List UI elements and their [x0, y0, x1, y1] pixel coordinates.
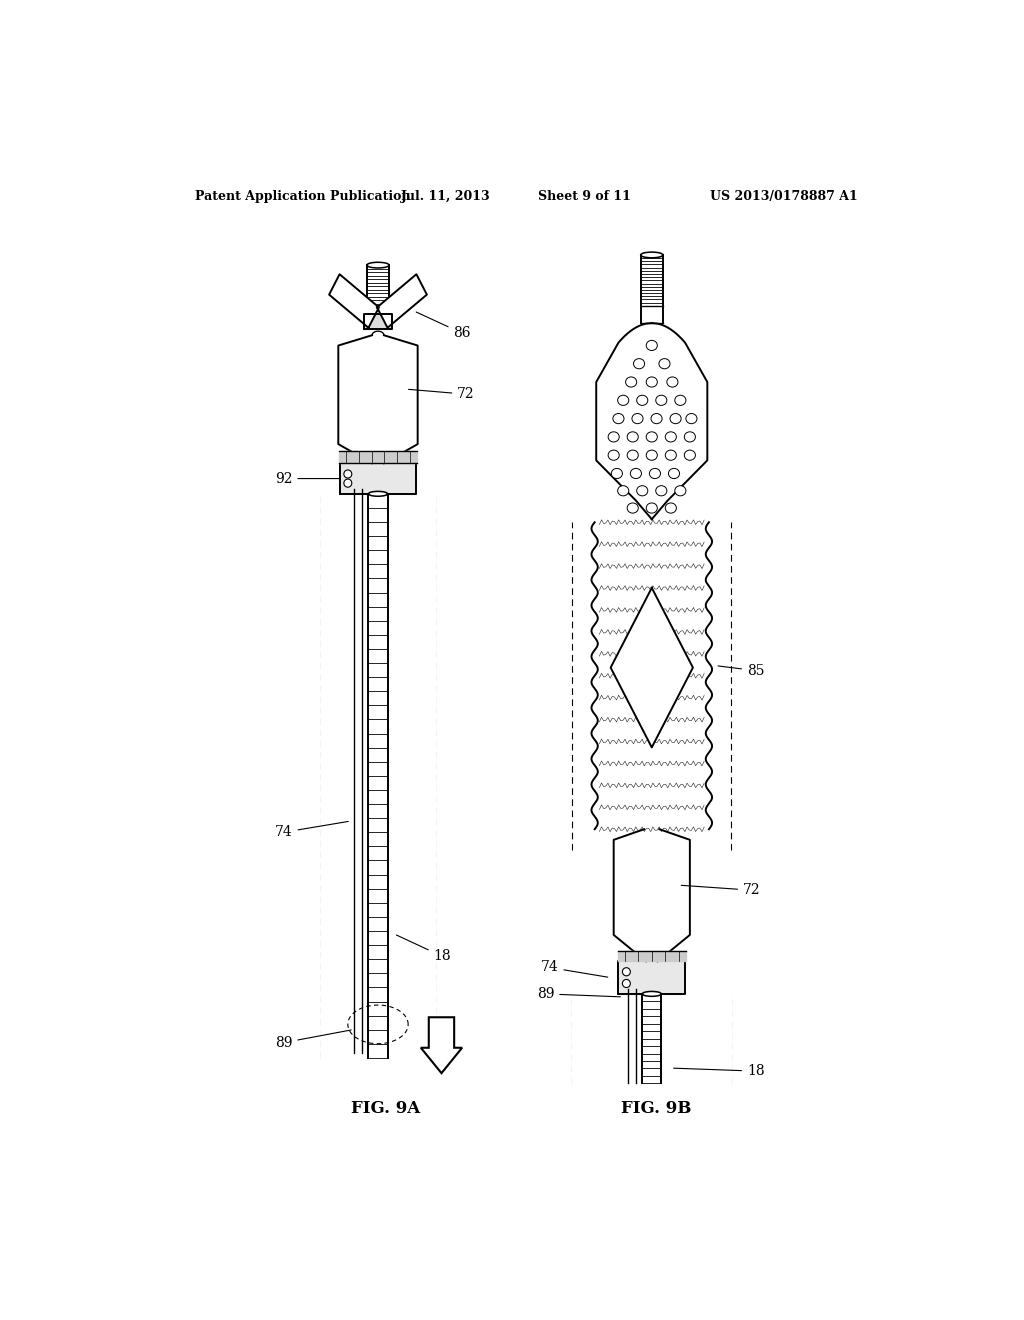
Polygon shape — [595, 523, 709, 829]
Ellipse shape — [684, 432, 695, 442]
Ellipse shape — [655, 395, 667, 405]
Polygon shape — [613, 829, 690, 961]
Ellipse shape — [632, 413, 643, 424]
Ellipse shape — [641, 252, 663, 257]
Ellipse shape — [637, 395, 648, 405]
Ellipse shape — [637, 486, 648, 496]
Ellipse shape — [658, 359, 670, 368]
Ellipse shape — [646, 378, 657, 387]
Polygon shape — [369, 494, 387, 1057]
Ellipse shape — [642, 991, 662, 997]
Ellipse shape — [608, 432, 620, 442]
Text: 18: 18 — [674, 1064, 765, 1078]
Ellipse shape — [626, 378, 637, 387]
Polygon shape — [642, 994, 662, 1084]
Ellipse shape — [669, 469, 680, 479]
Polygon shape — [367, 265, 389, 321]
Polygon shape — [329, 275, 379, 327]
Ellipse shape — [617, 395, 629, 405]
Ellipse shape — [613, 413, 624, 424]
Ellipse shape — [667, 378, 678, 387]
Text: 74: 74 — [274, 821, 348, 840]
Ellipse shape — [666, 432, 677, 442]
Text: 92: 92 — [274, 471, 340, 486]
Text: 89: 89 — [537, 987, 621, 1001]
Ellipse shape — [367, 263, 389, 268]
Polygon shape — [339, 451, 417, 463]
Ellipse shape — [646, 432, 657, 442]
Ellipse shape — [646, 450, 657, 461]
Text: 85: 85 — [718, 664, 765, 677]
Polygon shape — [618, 961, 685, 994]
Ellipse shape — [655, 486, 667, 496]
Ellipse shape — [631, 469, 641, 479]
Ellipse shape — [684, 450, 695, 461]
Ellipse shape — [646, 503, 657, 513]
Ellipse shape — [651, 413, 663, 424]
Text: 89: 89 — [274, 1030, 351, 1049]
Polygon shape — [321, 494, 435, 1057]
Polygon shape — [364, 314, 392, 329]
Ellipse shape — [670, 413, 681, 424]
Ellipse shape — [369, 491, 387, 496]
Polygon shape — [421, 1018, 462, 1073]
Ellipse shape — [623, 979, 631, 987]
Text: Patent Application Publication: Patent Application Publication — [196, 190, 411, 202]
Text: US 2013/0178887 A1: US 2013/0178887 A1 — [711, 190, 858, 202]
Ellipse shape — [649, 469, 660, 479]
Polygon shape — [641, 255, 663, 306]
Ellipse shape — [623, 968, 631, 975]
Text: FIG. 9B: FIG. 9B — [621, 1101, 691, 1117]
Ellipse shape — [646, 341, 657, 351]
Polygon shape — [596, 323, 708, 519]
Text: Sheet 9 of 11: Sheet 9 of 11 — [538, 190, 631, 202]
Ellipse shape — [634, 359, 645, 368]
Text: 74: 74 — [541, 961, 608, 977]
Text: 72: 72 — [409, 387, 475, 401]
Ellipse shape — [627, 432, 638, 442]
Text: Jul. 11, 2013: Jul. 11, 2013 — [400, 190, 490, 202]
Ellipse shape — [611, 469, 623, 479]
Polygon shape — [340, 463, 416, 494]
Text: FIG. 9A: FIG. 9A — [351, 1101, 421, 1117]
Text: 72: 72 — [681, 883, 761, 898]
Ellipse shape — [675, 395, 686, 405]
Ellipse shape — [675, 486, 686, 496]
Polygon shape — [572, 994, 731, 1084]
Ellipse shape — [344, 470, 352, 478]
Ellipse shape — [627, 450, 638, 461]
Polygon shape — [617, 952, 686, 961]
Ellipse shape — [344, 479, 352, 487]
Ellipse shape — [666, 450, 677, 461]
Text: 86: 86 — [416, 312, 471, 341]
Ellipse shape — [617, 486, 629, 496]
Polygon shape — [338, 335, 418, 463]
Polygon shape — [377, 275, 427, 327]
Ellipse shape — [666, 503, 677, 513]
Polygon shape — [641, 306, 663, 323]
Ellipse shape — [608, 450, 620, 461]
Ellipse shape — [686, 413, 697, 424]
Text: 18: 18 — [396, 935, 452, 964]
Polygon shape — [610, 587, 693, 747]
Ellipse shape — [627, 503, 638, 513]
